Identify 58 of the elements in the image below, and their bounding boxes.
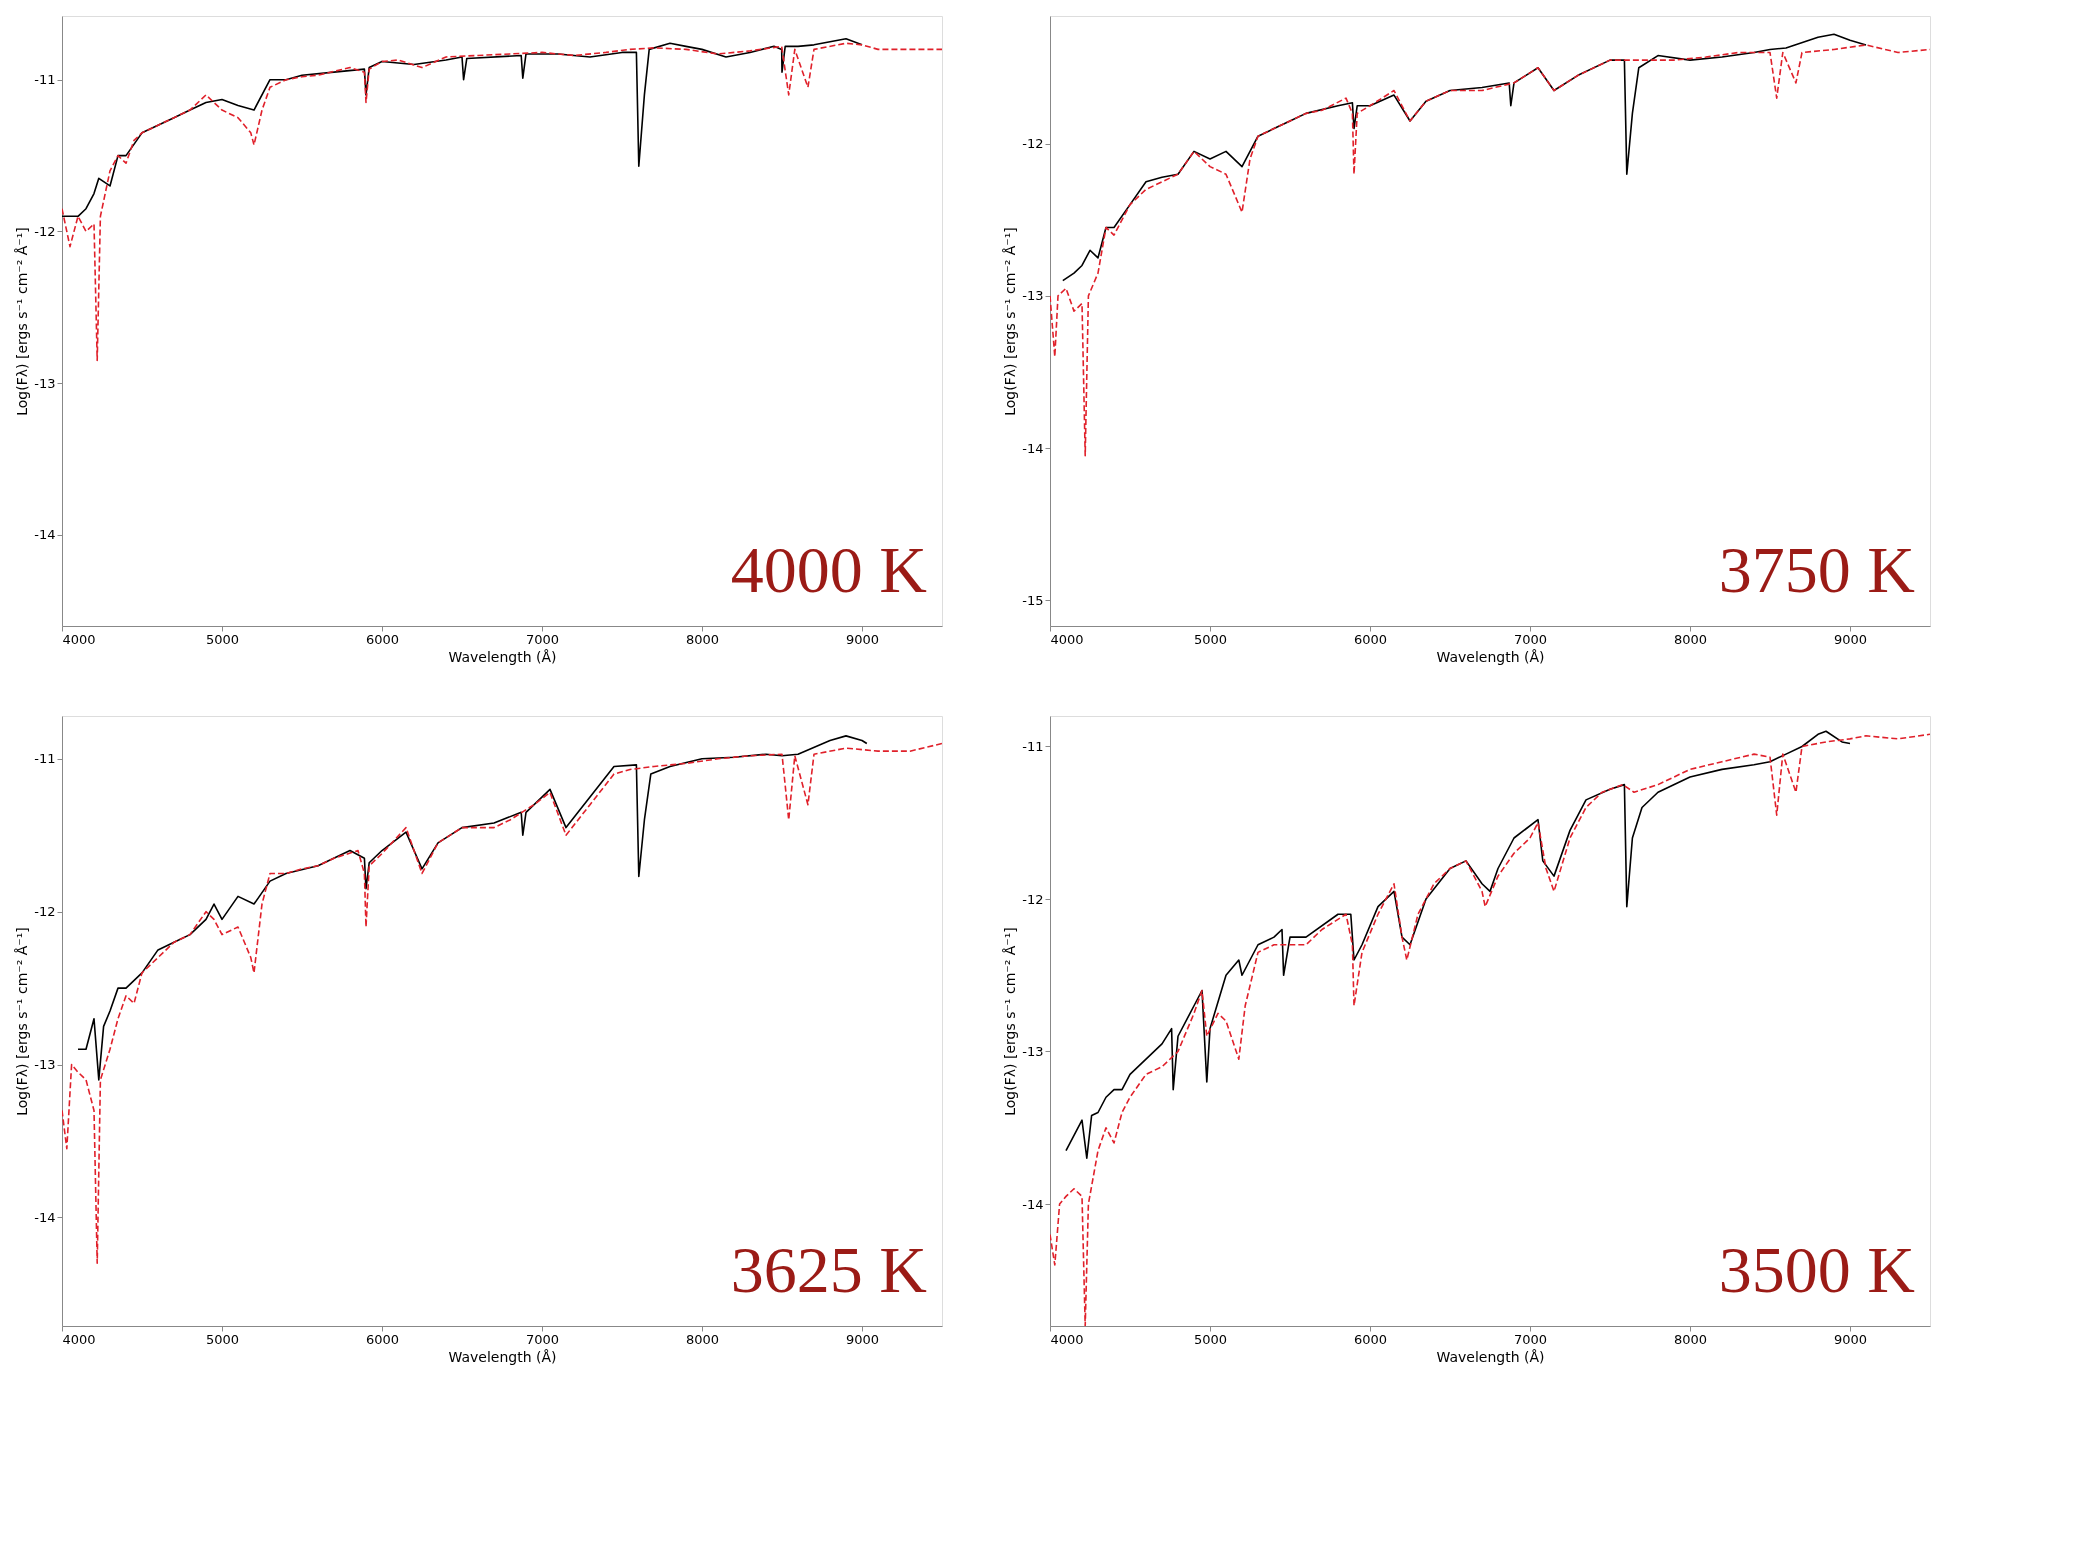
x-tick-label: 8000 <box>1673 631 1708 647</box>
line-series <box>1065 730 1851 1160</box>
x-axis-title: Wavelength (Å) <box>448 1348 557 1365</box>
line-series <box>62 37 863 218</box>
x-tick-label: 5000 <box>205 1331 240 1347</box>
x-tick-label: 4000 <box>62 1331 96 1347</box>
x-axis-title: Wavelength (Å) <box>1436 1348 1545 1365</box>
x-tick-label: 9000 <box>1833 631 1868 647</box>
y-tick-label: -11 <box>34 72 56 88</box>
annotation: 3500 K <box>1718 1233 1915 1306</box>
y-tick-label: -15 <box>1022 592 1044 608</box>
y-axis-title: Log(Fλ) [ergs s⁻¹ cm⁻² Å⁻¹] <box>14 927 31 1116</box>
x-tick-label: 8000 <box>1673 1331 1708 1347</box>
line-series <box>62 42 942 362</box>
y-tick-label: -14 <box>34 1209 56 1225</box>
line-series <box>77 735 868 1081</box>
line-series <box>1050 44 1930 457</box>
x-tick-label: 7000 <box>525 1331 560 1347</box>
x-tick-label: 6000 <box>365 1331 400 1347</box>
x-tick-label: 8000 <box>685 1331 720 1347</box>
y-tick-label: -14 <box>34 527 56 543</box>
y-tick-label: -12 <box>1022 136 1044 152</box>
annotation: 3625 K <box>730 1233 927 1306</box>
y-tick-label: -12 <box>1022 891 1044 907</box>
y-tick-label: -12 <box>34 223 56 239</box>
y-tick-label: -13 <box>34 1057 56 1073</box>
y-tick-label: -11 <box>34 751 56 767</box>
x-tick-label: 7000 <box>525 631 560 647</box>
x-tick-label: 4000 <box>62 631 96 647</box>
x-tick-label: 6000 <box>365 631 400 647</box>
line-series <box>1062 33 1867 282</box>
y-tick-label: -11 <box>1022 739 1044 754</box>
x-tick-label: 9000 <box>845 1331 880 1347</box>
x-tick-label: 7000 <box>1513 1331 1548 1347</box>
x-tick-label: 6000 <box>1353 1331 1388 1347</box>
x-tick-label: 5000 <box>205 631 240 647</box>
x-tick-label: 5000 <box>1193 1331 1228 1347</box>
y-axis-title: Log(Fλ) [ergs s⁻¹ cm⁻² Å⁻¹] <box>1002 927 1019 1116</box>
x-tick-label: 7000 <box>1513 631 1548 647</box>
annotation: 4000 K <box>730 533 927 606</box>
y-tick-label: -13 <box>1022 1044 1044 1059</box>
x-tick-label: 4000 <box>1050 631 1084 647</box>
y-axis-title: Log(Fλ) [ergs s⁻¹ cm⁻² Å⁻¹] <box>1002 227 1019 416</box>
x-axis-title: Wavelength (Å) <box>1436 648 1545 665</box>
y-tick-label: -14 <box>1022 1196 1044 1212</box>
y-axis-title: Log(Fλ) [ergs s⁻¹ cm⁻² Å⁻¹] <box>14 227 31 416</box>
x-tick-label: 9000 <box>1833 1331 1868 1347</box>
y-tick-label: -12 <box>34 904 56 920</box>
y-tick-label: -14 <box>1022 440 1044 456</box>
y-tick-label: -13 <box>1022 288 1044 304</box>
y-tick-label: -13 <box>34 375 56 391</box>
annotation: 3750 K <box>1718 533 1915 606</box>
x-tick-label: 8000 <box>685 631 720 647</box>
x-axis-title: Wavelength (Å) <box>448 648 557 665</box>
x-tick-label: 5000 <box>1193 631 1228 647</box>
x-tick-label: 4000 <box>1050 1331 1084 1347</box>
x-tick-label: 9000 <box>845 631 880 647</box>
x-tick-label: 6000 <box>1353 631 1388 647</box>
